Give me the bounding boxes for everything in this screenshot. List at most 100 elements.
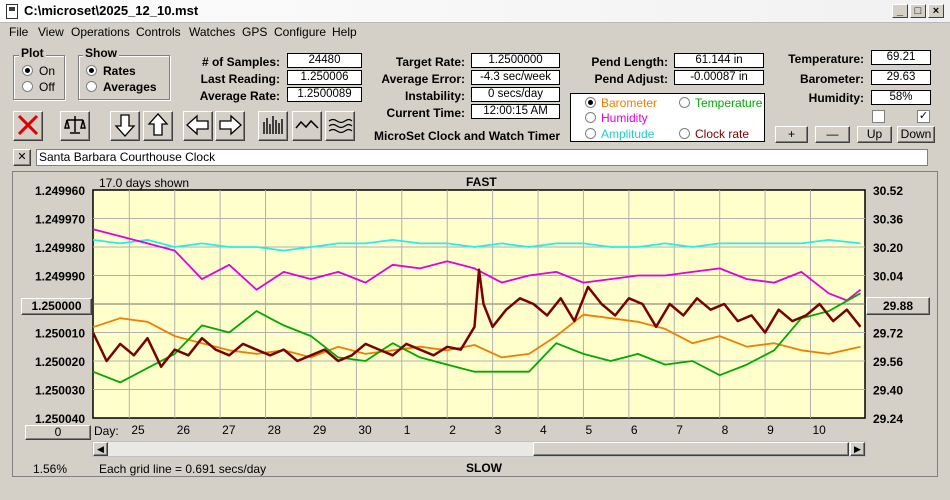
x-tick-label: 9 — [767, 423, 774, 437]
last-reading-label: Last Reading: — [200, 72, 280, 86]
target-rate-field: 1.2500000 — [471, 53, 560, 68]
arrow-right-icon — [219, 114, 242, 136]
up-arrow-button[interactable] — [143, 111, 173, 141]
scale-icon — [64, 116, 86, 134]
overlay-temperature-radio[interactable] — [679, 97, 690, 108]
x-tick-label: 10 — [813, 423, 827, 437]
right-arrow-button[interactable] — [215, 111, 245, 141]
scroll-right-button[interactable]: ▶ — [850, 442, 865, 456]
overlay-clock-rate-label: Clock rate — [695, 127, 750, 141]
series-clock-rate — [91, 268, 862, 368]
temperature-label: Temperature: — [788, 52, 864, 66]
minimize-button[interactable]: _ — [892, 4, 908, 18]
average-rate-field: 1.2500089 — [287, 87, 362, 102]
wave-icon — [295, 119, 319, 129]
multi-wave-button[interactable] — [325, 111, 355, 141]
overlay-humidity-label: Humidity — [601, 111, 648, 125]
up-button[interactable]: Up — [857, 126, 892, 143]
x-tick-label: 1 — [404, 423, 411, 437]
slow-label: SLOW — [466, 461, 502, 475]
center-value-button[interactable]: 1.250000 — [21, 298, 92, 315]
arrow-left-icon — [186, 114, 209, 136]
title-bar: C:\microset\2025_12_10.mst _ □ × — [0, 0, 950, 23]
show-averages-label: Averages — [103, 80, 157, 94]
barometer-field: 29.63 — [871, 70, 931, 85]
overlay-humidity-radio[interactable] — [585, 112, 596, 123]
x-tick-label: 5 — [585, 423, 592, 437]
instability-label: Instability: — [404, 89, 465, 103]
plot-off-radio[interactable] — [22, 81, 33, 92]
multi-wave-icon — [328, 118, 353, 134]
menu-operations[interactable]: Operations — [71, 25, 130, 39]
menu-view[interactable]: View — [38, 25, 64, 39]
horizontal-scrollbar[interactable]: ◀ ▶ — [92, 441, 866, 457]
y-right-tick-label: 29.56 — [873, 355, 903, 369]
x-tick-label: 26 — [177, 423, 191, 437]
plot-group-title: Plot — [19, 46, 46, 60]
menu-configure[interactable]: Configure — [274, 25, 327, 39]
scroll-thumb[interactable] — [533, 442, 849, 456]
wave-button[interactable] — [292, 111, 322, 141]
minus-button[interactable]: — — [815, 126, 850, 143]
day-axis-label: Day: — [94, 424, 119, 438]
x-tick-label: 25 — [131, 423, 145, 437]
fast-label: FAST — [466, 175, 497, 189]
series-temperature — [92, 292, 861, 384]
down-button[interactable]: Down — [897, 126, 935, 143]
samples-label: # of Samples: — [201, 55, 280, 69]
samples-field: 24480 — [287, 53, 362, 68]
last-reading-field: 1.250006 — [287, 70, 362, 85]
overlay-barometer-label: Barometer — [601, 96, 658, 110]
temperature-field: 69.21 — [871, 50, 931, 65]
current-time-field: 12:00:15 AM — [471, 104, 560, 119]
x-tick-label: 3 — [495, 423, 502, 437]
average-error-field: -4.3 sec/week — [471, 70, 560, 85]
plot-on-radio[interactable] — [22, 65, 33, 76]
chart-panel — [12, 171, 938, 477]
overlay-barometer-radio[interactable] — [585, 97, 596, 108]
maximize-button[interactable]: □ — [910, 4, 926, 18]
app-icon — [6, 4, 18, 19]
close-button[interactable]: × — [928, 4, 944, 18]
overlay-amplitude-radio[interactable] — [585, 128, 596, 139]
x-tick-label: 8 — [722, 423, 729, 437]
right-checkbox[interactable]: ✓ — [917, 110, 930, 123]
overlay-selector: Barometer Temperature Humidity Amplitude… — [570, 93, 765, 142]
show-averages-radio[interactable] — [86, 81, 97, 92]
pend-length-field: 61.144 in — [674, 53, 764, 68]
menu-help[interactable]: Help — [332, 25, 357, 39]
right-value-button[interactable]: 29.88 — [866, 297, 930, 315]
x-tick-label: 28 — [268, 423, 282, 437]
y-left-tick-label: 1.249960 — [35, 184, 85, 198]
humidity-field: 58% — [871, 90, 931, 105]
left-arrow-button[interactable] — [183, 111, 213, 141]
menu-watches[interactable]: Watches — [189, 25, 236, 39]
left-checkbox[interactable] — [872, 110, 885, 123]
show-group — [78, 55, 170, 100]
overlay-clock-rate-radio[interactable] — [679, 128, 690, 139]
y-right-tick-label: 29.72 — [873, 327, 903, 341]
balance-button[interactable] — [60, 111, 90, 141]
bars-icon — [263, 116, 283, 134]
pend-adjust-field: -0.00087 in — [674, 70, 764, 85]
percent-label: 1.56% — [33, 462, 68, 476]
clear-clock-button[interactable]: ✕ — [13, 149, 31, 166]
offset-button[interactable]: 0 — [25, 425, 91, 440]
menu-bar: File View Operations Controls Watches GP… — [0, 23, 950, 42]
days-shown-label: 17.0 days shown — [99, 176, 190, 190]
menu-file[interactable]: File — [9, 25, 29, 39]
stop-button[interactable] — [13, 111, 43, 141]
menu-controls[interactable]: Controls — [136, 25, 181, 39]
plot-off-label: Off — [39, 80, 55, 94]
plot-on-label: On — [39, 64, 56, 78]
scroll-left-button[interactable]: ◀ — [93, 442, 108, 456]
menu-gps[interactable]: GPS — [242, 25, 268, 39]
clock-name-field[interactable]: Santa Barbara Courthouse Clock — [36, 149, 928, 166]
x-tick-label: 2 — [449, 423, 456, 437]
histogram-button[interactable] — [258, 111, 288, 141]
plus-button[interactable]: + — [775, 126, 808, 143]
show-rates-radio[interactable] — [86, 65, 97, 76]
y-left-tick-label: 1.250030 — [35, 384, 85, 398]
down-arrow-button[interactable] — [110, 111, 140, 141]
